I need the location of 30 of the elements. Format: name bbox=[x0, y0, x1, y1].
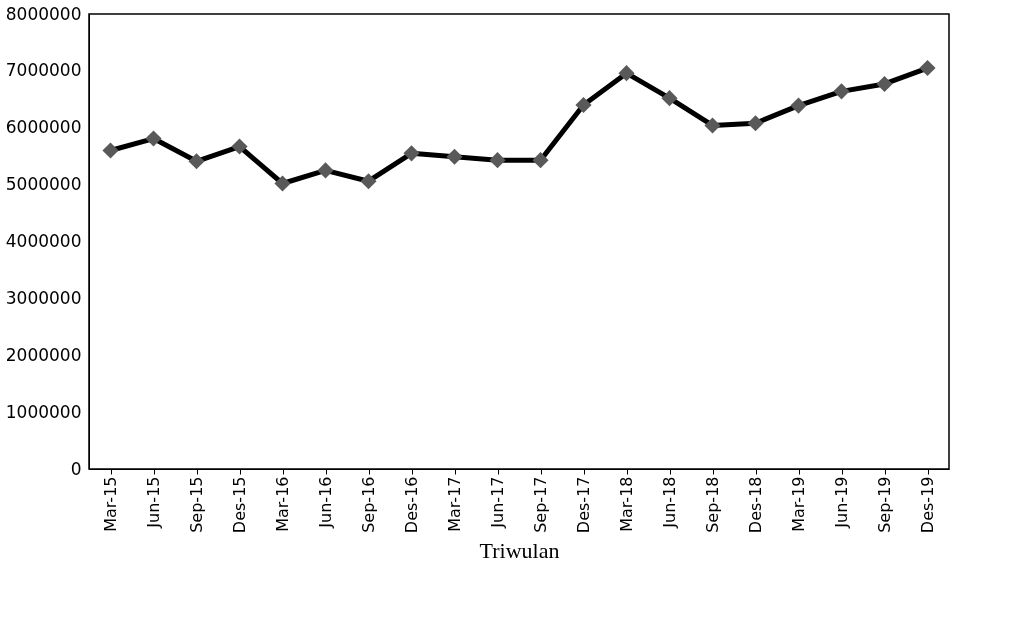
x-tick-label: Sep-15 bbox=[187, 476, 206, 533]
x-tick-label: Des-17 bbox=[574, 476, 593, 534]
x-tick-label: Jun-16 bbox=[316, 476, 335, 529]
x-tick-label: Des-15 bbox=[230, 476, 249, 534]
x-tick-label: Jun-18 bbox=[660, 476, 679, 529]
x-tick-label: Des-16 bbox=[402, 476, 421, 534]
x-tick-label: Sep-17 bbox=[531, 476, 550, 533]
x-tick-label: Jun-19 bbox=[832, 476, 851, 529]
x-tick-label: Jun-15 bbox=[144, 476, 163, 529]
x-tick-label: Mar-18 bbox=[617, 476, 636, 532]
y-tick-label: 8000000 bbox=[5, 3, 82, 24]
y-tick-label: 4000000 bbox=[5, 231, 82, 251]
x-tick-label: Des-18 bbox=[746, 476, 765, 534]
x-tick-label: Sep-16 bbox=[359, 476, 378, 533]
x-tick-label: Sep-19 bbox=[875, 476, 894, 533]
x-tick-label: Jun-17 bbox=[488, 476, 507, 529]
x-axis-title: Triwulan bbox=[479, 538, 560, 564]
y-tick-label: 3000000 bbox=[5, 287, 82, 308]
x-tick-label: Des-19 bbox=[918, 476, 937, 534]
x-tick-label: Sep-18 bbox=[703, 476, 722, 533]
y-tick-label: 7000000 bbox=[5, 60, 82, 81]
y-tick-label: 2000000 bbox=[5, 344, 82, 365]
y-tick-label: 5000000 bbox=[5, 174, 82, 195]
y-tick-label: 1000000 bbox=[5, 401, 82, 422]
y-tick-label: 0 bbox=[70, 458, 82, 479]
x-tick-label: Mar-17 bbox=[445, 476, 464, 532]
y-tick-label: 6000000 bbox=[5, 117, 82, 138]
x-tick-label: Mar-16 bbox=[273, 476, 292, 532]
x-tick-label: Mar-19 bbox=[789, 476, 808, 532]
x-tick-label: Mar-15 bbox=[101, 476, 120, 532]
